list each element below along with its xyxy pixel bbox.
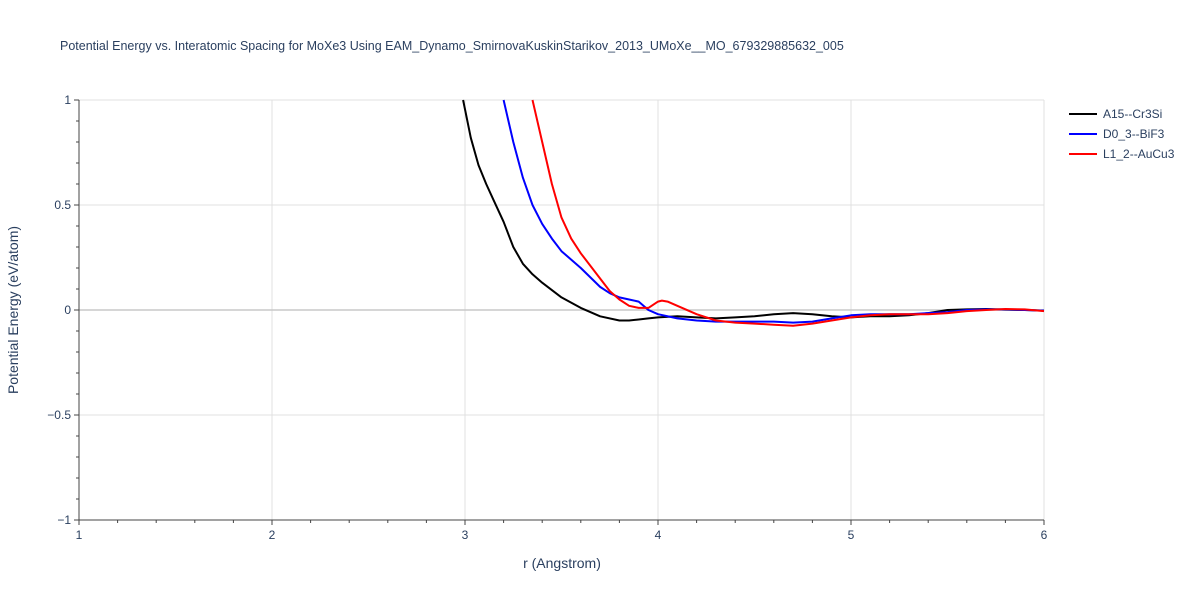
series-lines [462, 99, 1045, 327]
series-line-a15-cr3si [462, 99, 1045, 322]
y-tick-label: −1 [57, 513, 71, 527]
series-line-l1-2-aucu3 [531, 99, 1045, 327]
x-tick-label: 5 [848, 528, 855, 542]
x-tick-label: 4 [655, 528, 662, 542]
series-line-d0-3-bif3 [502, 99, 1045, 324]
x-tick-label: 1 [76, 528, 83, 542]
y-tick-label: 0 [64, 303, 71, 317]
chart-title: Potential Energy vs. Interatomic Spacing… [60, 39, 844, 53]
y-tick-label: 0.5 [54, 198, 71, 212]
ticks: 1 2 3 4 5 6 −1 −0.5 0 0.5 1 [47, 93, 1047, 542]
x-axis-label: r (Angstrom) [523, 555, 601, 571]
legend: A15--Cr3Si D0_3--BiF3 L1_2--AuCu3 [1069, 107, 1175, 161]
x-tick-label: 3 [462, 528, 469, 542]
legend-label: D0_3--BiF3 [1103, 127, 1165, 141]
x-tick-label: 2 [269, 528, 276, 542]
x-tick-label: 6 [1041, 528, 1048, 542]
legend-label: A15--Cr3Si [1103, 107, 1162, 121]
legend-label: L1_2--AuCu3 [1103, 147, 1175, 161]
y-axis-label: Potential Energy (eV/atom) [5, 226, 21, 394]
y-tick-label: −0.5 [47, 408, 71, 422]
y-tick-label: 1 [64, 93, 71, 107]
